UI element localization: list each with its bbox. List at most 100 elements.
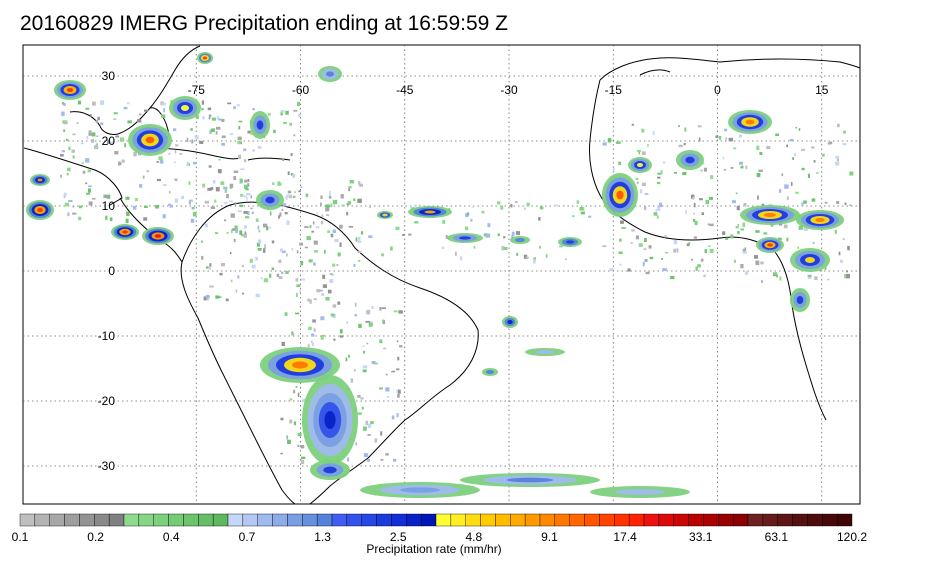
precip-speck <box>813 160 816 163</box>
precip-speck <box>349 180 354 184</box>
precip-speck <box>742 222 746 227</box>
latitude-label: -20 <box>98 394 116 408</box>
precip-speck <box>638 243 643 247</box>
precip-speck <box>655 209 658 212</box>
precip-speck <box>500 205 504 210</box>
precip-speck <box>296 250 299 254</box>
precip-speck <box>289 122 293 126</box>
precip-speck <box>397 356 400 361</box>
precip-speck <box>249 258 253 263</box>
precip-speck <box>776 274 778 278</box>
precip-speck <box>786 237 789 242</box>
precip-speck <box>709 196 713 200</box>
precip-speck <box>233 106 236 110</box>
precip-speck <box>278 276 283 280</box>
precip-speck <box>144 205 148 208</box>
precip-speck <box>255 256 258 261</box>
colorbar-cell <box>643 513 660 527</box>
precip-speck <box>467 212 470 216</box>
precip-speck <box>118 161 121 166</box>
precip-speck <box>725 137 728 140</box>
precip-speck <box>609 268 614 271</box>
precip-speck <box>61 150 65 153</box>
precip-speck <box>235 289 238 293</box>
precip-speck <box>221 118 225 122</box>
precip-speck <box>300 444 305 449</box>
precip-speck <box>418 204 421 209</box>
precip-speck <box>194 135 199 140</box>
precip-speck <box>320 316 325 321</box>
precip-speck <box>695 266 698 271</box>
colorbar-cell <box>628 513 645 527</box>
colorbar-cell <box>495 513 511 527</box>
precip-speck <box>162 214 166 219</box>
precip-speck <box>618 251 623 255</box>
precip-speck <box>269 226 271 229</box>
precip-speck <box>408 233 412 236</box>
colorbar-cell <box>673 513 689 527</box>
precip-speck <box>347 201 352 205</box>
precip-speck <box>223 202 228 204</box>
precip-speck <box>290 153 293 156</box>
precip-speck <box>313 240 318 245</box>
colorbar-cell <box>287 513 303 527</box>
precip-speck <box>836 123 840 128</box>
precip-speck <box>618 161 622 165</box>
precip-speck <box>82 170 86 174</box>
precip-speck <box>339 329 343 334</box>
precip-speck <box>642 261 645 267</box>
precip-speck <box>295 292 298 297</box>
precip-speck <box>503 236 506 239</box>
precip-speck <box>353 263 356 267</box>
precip-speck <box>354 314 357 317</box>
precip-speck <box>159 159 164 164</box>
precip-speck <box>235 228 238 234</box>
precip-cell <box>181 105 189 111</box>
precip-speck <box>252 108 256 111</box>
precip-speck <box>175 144 179 147</box>
precip-speck <box>397 389 401 394</box>
precip-speck <box>212 180 216 184</box>
precip-speck <box>539 206 544 210</box>
precip-speck <box>740 263 744 269</box>
precip-speck <box>215 295 220 299</box>
precip-speck <box>657 207 661 211</box>
precip-speck <box>287 171 290 176</box>
precip-speck <box>291 247 294 251</box>
longitude-label: -60 <box>292 83 310 97</box>
precip-speck <box>308 259 313 263</box>
precip-speck <box>312 221 315 225</box>
precip-speck <box>393 458 397 462</box>
precip-speck <box>110 141 114 145</box>
precip-speck <box>341 204 345 207</box>
precip-speck <box>237 210 242 213</box>
precip-speck <box>281 250 286 253</box>
colorbar-cell <box>569 513 585 527</box>
precip-speck <box>357 412 362 415</box>
precip-speck <box>704 249 708 254</box>
precip-speck <box>572 215 575 218</box>
precip-speck <box>538 217 541 221</box>
precip-speck <box>657 172 662 175</box>
precip-speck <box>847 245 850 251</box>
precip-speck <box>340 194 344 199</box>
precip-speck <box>60 154 64 157</box>
precip-speck <box>313 262 316 266</box>
colorbar-cell <box>64 513 80 527</box>
precip-speck <box>287 190 292 194</box>
precip-speck <box>210 206 216 210</box>
precip-speck <box>240 168 245 170</box>
precip-speck <box>211 117 217 121</box>
precip-speck <box>381 253 384 257</box>
precip-speck <box>223 219 227 222</box>
precip-speck <box>72 155 75 159</box>
precip-speck <box>703 274 706 277</box>
precip-cell <box>805 257 815 263</box>
precip-speck <box>146 170 150 173</box>
precip-speck <box>229 183 234 188</box>
precip-speck <box>289 398 293 401</box>
precip-speck <box>441 246 445 250</box>
precip-speck <box>320 195 323 199</box>
precip-speck <box>279 248 283 252</box>
